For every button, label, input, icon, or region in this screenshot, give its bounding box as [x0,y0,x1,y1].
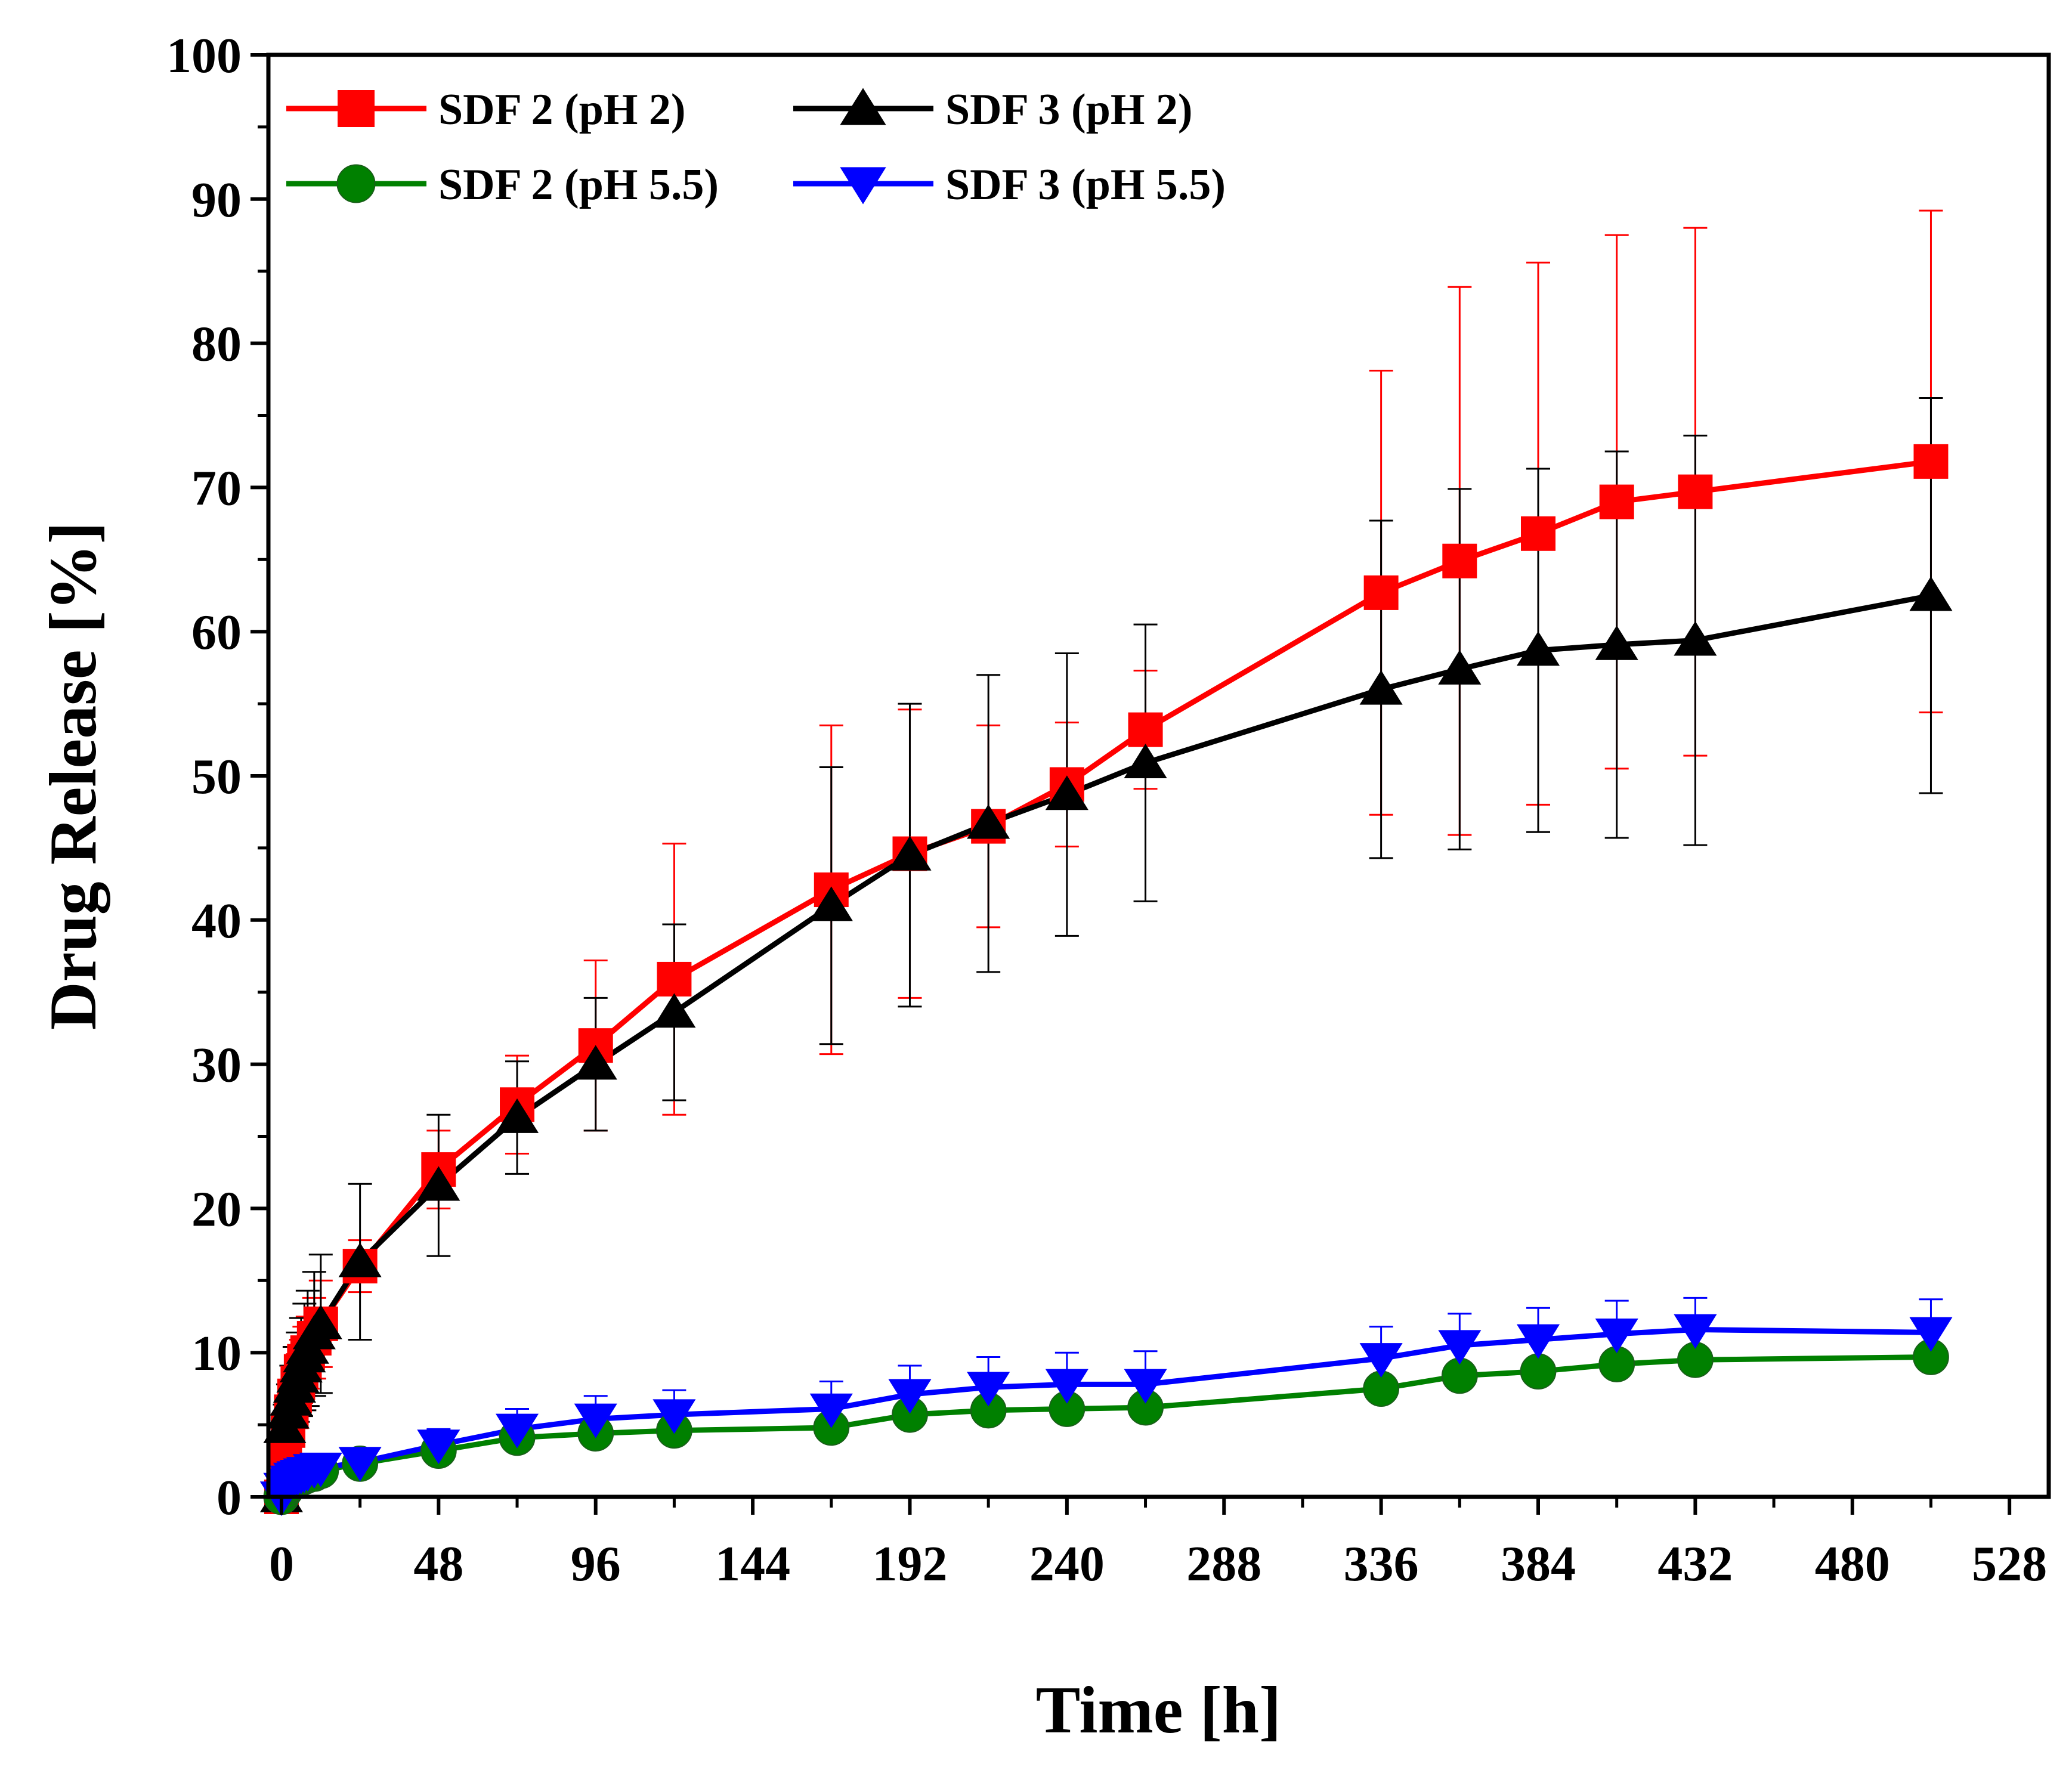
data-point-sdf-3-ph-5-5 [1045,1369,1088,1404]
data-point-sdf-3-ph-5-5 [1359,1343,1403,1378]
data-point-sdf-3-ph-5-5 [1674,1314,1717,1349]
legend-label-sdf-3-ph-2: SDF 3 (pH 2) [945,85,1193,134]
data-point-sdf-2-ph-2 [1442,543,1477,578]
y-tick-label: 60 [191,605,242,660]
data-point-sdf-3-ph-2 [1909,576,1953,611]
data-point-sdf-3-ph-2 [1045,775,1088,810]
y-tick-label: 20 [191,1181,242,1237]
data-point-sdf-3-ph-2 [495,1098,539,1133]
data-point-sdf-3-ph-5-5 [652,1399,696,1434]
x-tick-label: 96 [571,1536,621,1592]
data-point-sdf-3-ph-2 [1516,631,1560,666]
y-tick-label: 50 [191,749,242,804]
y-tick-label: 80 [191,317,242,372]
data-point-sdf-3-ph-5-5 [495,1413,539,1449]
x-tick-label: 144 [715,1536,790,1592]
x-tick-label: 528 [1972,1536,2047,1592]
legend-label-sdf-2-ph-5-5: SDF 2 (pH 5.5) [438,160,719,209]
data-point-sdf-2-ph-2 [1678,474,1713,509]
data-point-sdf-3-ph-5-5 [1124,1369,1167,1404]
data-point-sdf-3-ph-2 [1359,670,1403,705]
legend-marker-sdf-3-ph-2 [840,88,886,125]
error-bars-layer [273,209,1943,1495]
x-tick-label: 480 [1815,1536,1890,1592]
data-point-sdf-3-ph-5-5 [888,1379,932,1414]
x-tick-label: 192 [872,1536,947,1592]
legend-label-sdf-3-ph-5-5: SDF 3 (pH 5.5) [945,160,1226,209]
y-tick-label: 100 [166,28,242,83]
data-point-sdf-2-ph-2 [1363,575,1399,610]
data-point-sdf-3-ph-5-5 [417,1429,460,1465]
data-point-sdf-3-ph-5-5 [967,1372,1010,1407]
legend-label-sdf-2-ph-2: SDF 2 (pH 2) [438,85,686,134]
data-point-sdf-3-ph-5-5 [1438,1330,1482,1365]
data-point-sdf-3-ph-2 [1124,744,1167,778]
data-point-sdf-3-ph-2 [1595,625,1638,660]
data-point-sdf-3-ph-5-5 [299,1452,342,1487]
data-point-sdf-3-ph-2 [809,886,853,921]
legend-marker-sdf-2-ph-5-5 [336,164,376,203]
data-point-sdf-3-ph-5-5 [1595,1319,1638,1353]
series-markers-layer [259,444,1953,1517]
data-point-sdf-2-ph-2 [1128,712,1163,747]
data-point-sdf-2-ph-2 [657,961,692,997]
data-point-sdf-2-ph-2 [1913,444,1949,479]
y-tick-label: 30 [191,1038,242,1093]
data-point-sdf-3-ph-5-5 [809,1393,853,1428]
x-tick-label: 288 [1186,1536,1261,1592]
series-line-sdf-2-ph-2 [279,459,1932,1497]
data-point-sdf-3-ph-5-5 [1909,1317,1953,1352]
data-point-sdf-3-ph-2 [417,1166,460,1201]
data-point-sdf-3-ph-2 [888,835,932,871]
legend-marker-sdf-3-ph-5-5 [840,167,886,205]
data-point-sdf-3-ph-5-5 [574,1403,617,1438]
data-point-sdf-3-ph-2 [338,1242,382,1277]
legend: SDF 2 (pH 2) SDF 3 (pH 2) SDF 2 (pH 5.5) SD… [286,85,1226,209]
data-point-sdf-3-ph-2 [1674,621,1717,656]
data-point-sdf-2-ph-2 [1521,516,1556,551]
x-tick-label: 336 [1344,1536,1419,1592]
y-tick-label: 10 [191,1326,242,1381]
x-tick-label: 432 [1657,1536,1733,1592]
data-point-sdf-3-ph-2 [652,993,696,1028]
x-tick-label: 0 [269,1536,294,1592]
x-tick-label: 48 [413,1536,463,1592]
data-point-sdf-3-ph-5-5 [338,1447,382,1482]
y-tick-label: 70 [191,460,242,516]
series-lines-layer [279,459,1932,1499]
x-tick-label: 384 [1501,1536,1576,1592]
legend-marker-sdf-2-ph-2 [338,90,375,127]
y-tick-label: 40 [191,893,242,949]
data-point-sdf-3-ph-5-5 [1516,1324,1560,1359]
y-tick-label: 0 [217,1470,242,1525]
data-point-sdf-3-ph-2 [299,1304,342,1339]
axis-ticks-layer: 0 48 96 144 192 240 288 336 384 432 480 528 0 10 20 30 4… [166,28,2047,1592]
x-tick-label: 240 [1029,1536,1105,1592]
data-point-sdf-3-ph-2 [967,804,1010,839]
data-point-sdf-2-ph-2 [1599,484,1634,519]
data-point-sdf-3-ph-2 [1438,649,1482,685]
y-tick-label: 90 [191,172,242,228]
y-axis-title: Drug Release [%] [36,522,110,1030]
x-axis-title: Time [h] [1036,1673,1282,1747]
data-point-sdf-2-ph-5-5 [1520,1353,1557,1390]
data-point-sdf-3-ph-2 [574,1045,617,1080]
